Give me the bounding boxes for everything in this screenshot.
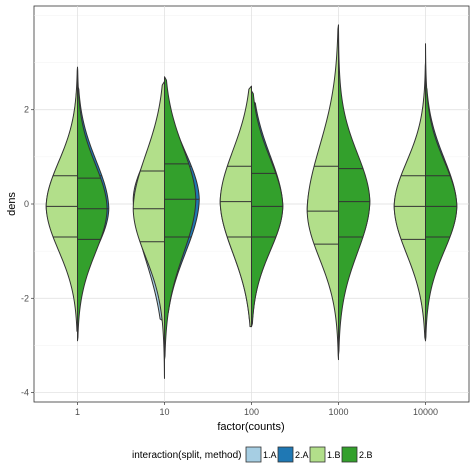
legend-title: interaction(split, method) bbox=[132, 450, 242, 461]
x-tick-label: 10 bbox=[159, 407, 169, 417]
x-tick-label: 1 bbox=[75, 407, 80, 417]
legend-key-label: 1.B bbox=[327, 450, 341, 460]
y-axis-title: dens bbox=[6, 192, 18, 216]
half-violin bbox=[251, 90, 284, 328]
legend-key-swatch bbox=[245, 446, 262, 463]
half-violin bbox=[132, 80, 165, 379]
legend-keys: 1.A 2.A 1.B 2.B bbox=[245, 446, 373, 463]
y-tick-label: -2 bbox=[21, 293, 29, 303]
half-violin bbox=[219, 85, 252, 328]
y-tick-label: -4 bbox=[21, 388, 29, 398]
half-violin bbox=[306, 24, 339, 361]
axes: -4 -2 0 2 1 10 100 1000 10000 factor(counts) de… bbox=[6, 105, 438, 433]
half-violin bbox=[393, 62, 426, 342]
violins bbox=[45, 24, 458, 379]
legend-key-label: 2.A bbox=[295, 450, 309, 460]
legend: interaction(split, method) 1.A 2.A 1.B 2.B bbox=[132, 446, 373, 463]
half-violin bbox=[164, 76, 197, 361]
legend-key-label: 1.A bbox=[263, 450, 277, 460]
half-violin bbox=[338, 29, 371, 356]
plot-panel bbox=[33, 5, 470, 403]
x-axis-ticks: 1 10 100 1000 10000 bbox=[75, 402, 438, 417]
x-tick-label: 1000 bbox=[328, 407, 348, 417]
x-axis-title: factor(counts) bbox=[217, 421, 284, 433]
half-violin bbox=[425, 43, 458, 342]
violin-series-2-b bbox=[77, 29, 458, 361]
y-axis-ticks: -4 -2 0 2 bbox=[21, 105, 34, 398]
half-violin bbox=[45, 66, 78, 332]
y-tick-label: 0 bbox=[24, 199, 29, 209]
x-tick-label: 100 bbox=[244, 407, 259, 417]
legend-key-swatch bbox=[277, 446, 294, 463]
half-violin bbox=[77, 66, 108, 342]
x-tick-label: 10000 bbox=[413, 407, 438, 417]
legend-key-label: 2.B bbox=[359, 450, 373, 460]
legend-key-swatch bbox=[309, 446, 326, 463]
y-tick-label: 2 bbox=[24, 105, 29, 115]
violin-series-1-b bbox=[45, 24, 426, 379]
legend-key-swatch bbox=[341, 446, 358, 463]
